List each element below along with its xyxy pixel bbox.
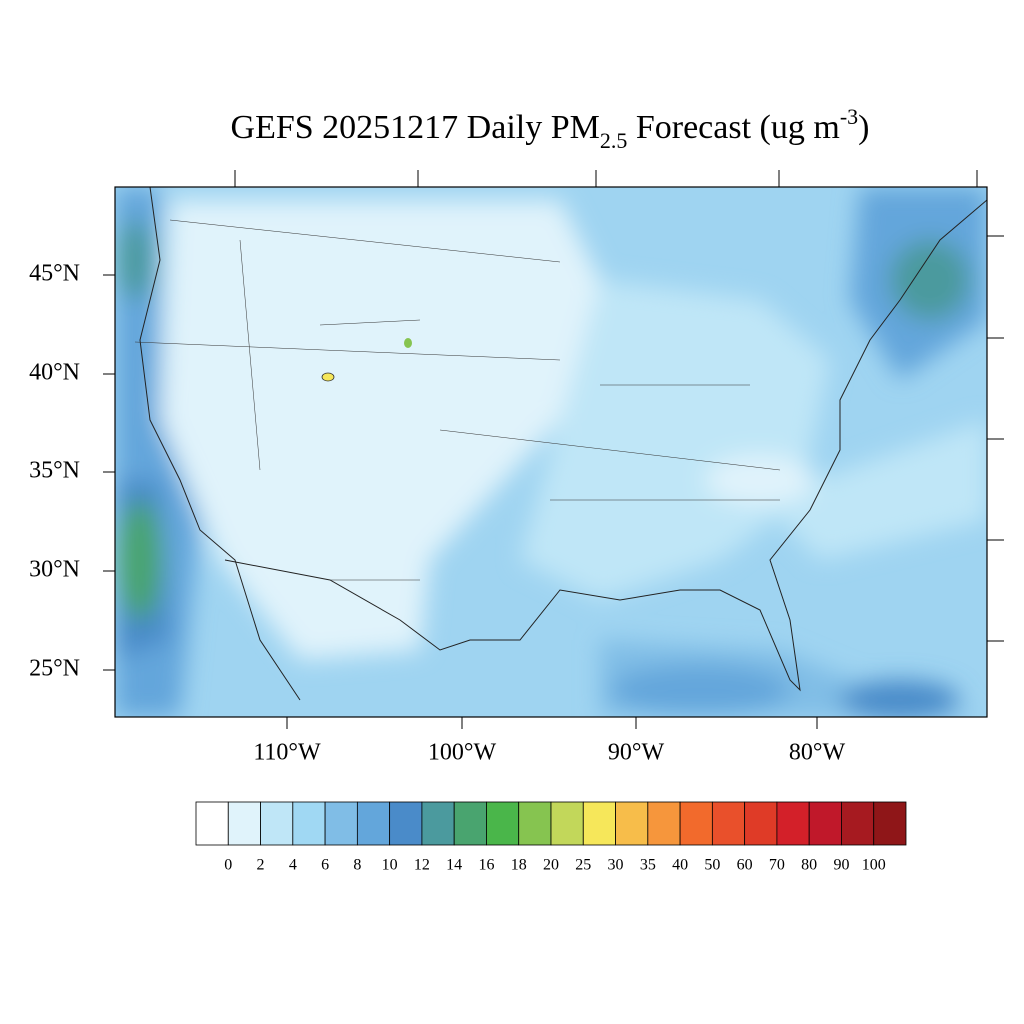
lat-label: 35°N bbox=[29, 458, 80, 484]
lon-label: 100°W bbox=[428, 740, 497, 766]
colorbar-box bbox=[195, 801, 229, 846]
lon-label: 90°W bbox=[608, 740, 665, 766]
colorbar-label: 80 bbox=[801, 857, 817, 874]
colorbar-label: 8 bbox=[353, 857, 361, 874]
colorbar-box bbox=[356, 801, 391, 846]
colorbar-box bbox=[260, 801, 294, 846]
colorbar-box bbox=[776, 801, 810, 846]
colorbar-label: 10 bbox=[382, 857, 398, 874]
title-superscript: -3 bbox=[840, 104, 858, 129]
title-text: GEFS 20251217 Daily PM bbox=[231, 109, 600, 146]
lat-label: 45°N bbox=[29, 261, 80, 287]
title-text: Forecast (ug m bbox=[627, 109, 839, 146]
colorbar-box bbox=[679, 801, 713, 846]
colorbar-box bbox=[582, 801, 616, 846]
colorbar-box bbox=[486, 801, 520, 846]
lat-label: 40°N bbox=[29, 360, 80, 386]
map-frame bbox=[114, 186, 988, 718]
colorbar-label: 16 bbox=[478, 857, 494, 874]
lat-label: 25°N bbox=[29, 656, 80, 682]
colorbar-label: 30 bbox=[608, 857, 624, 874]
colorbar-box bbox=[518, 801, 552, 846]
colorbar-label: 40 bbox=[672, 857, 688, 874]
colorbar-label: 35 bbox=[640, 857, 656, 874]
colorbar-label: 4 bbox=[289, 857, 297, 874]
title-subscript: 2.5 bbox=[600, 128, 628, 153]
colorbar-box bbox=[808, 801, 842, 846]
colorbar-box bbox=[550, 801, 584, 846]
colorbar-box bbox=[227, 801, 261, 846]
colorbar-box bbox=[873, 801, 907, 846]
colorbar-label: 70 bbox=[769, 857, 785, 874]
colorbar-label: 0 bbox=[224, 857, 232, 874]
colorbar-box bbox=[615, 801, 649, 846]
colorbar-label: 60 bbox=[737, 857, 753, 874]
map-field bbox=[115, 187, 987, 717]
axes: 45°N 40°N 35°N 30°N 25°N 110°W 100°W 90°W 80°W bbox=[29, 170, 1004, 766]
colorbar-label: 100 bbox=[862, 857, 886, 874]
lon-label: 110°W bbox=[253, 740, 321, 766]
colorbar-label: 90 bbox=[833, 857, 849, 874]
title: GEFS 20251217 Daily PM2.5 Forecast (ug m… bbox=[231, 104, 870, 153]
colorbar-label: 20 bbox=[543, 857, 559, 874]
colorbar-box bbox=[389, 801, 423, 846]
colorbar: 0 2 4 6 8 10 12 14 16 18 20 25 30 35 40 50 60 70 80 90 100 bbox=[195, 801, 907, 874]
colorbar-box bbox=[324, 801, 358, 846]
colorbar-box bbox=[453, 801, 487, 846]
colorbar-box bbox=[292, 801, 326, 846]
colorbar-box bbox=[711, 801, 746, 846]
colorbar-box bbox=[841, 801, 875, 846]
colorbar-label: 50 bbox=[704, 857, 720, 874]
colorbar-label: 25 bbox=[575, 857, 591, 874]
colorbar-label: 2 bbox=[257, 857, 265, 874]
lon-label: 80°W bbox=[789, 740, 846, 766]
colorbar-label: 14 bbox=[446, 857, 462, 874]
lat-label: 30°N bbox=[29, 557, 80, 583]
colorbar-label: 12 bbox=[414, 857, 430, 874]
colorbar-box bbox=[647, 801, 681, 846]
title-text: ) bbox=[858, 109, 869, 146]
colorbar-box bbox=[421, 801, 455, 846]
colorbar-label: 18 bbox=[511, 857, 527, 874]
colorbar-box bbox=[744, 801, 778, 846]
colorbar-label: 6 bbox=[321, 857, 329, 874]
